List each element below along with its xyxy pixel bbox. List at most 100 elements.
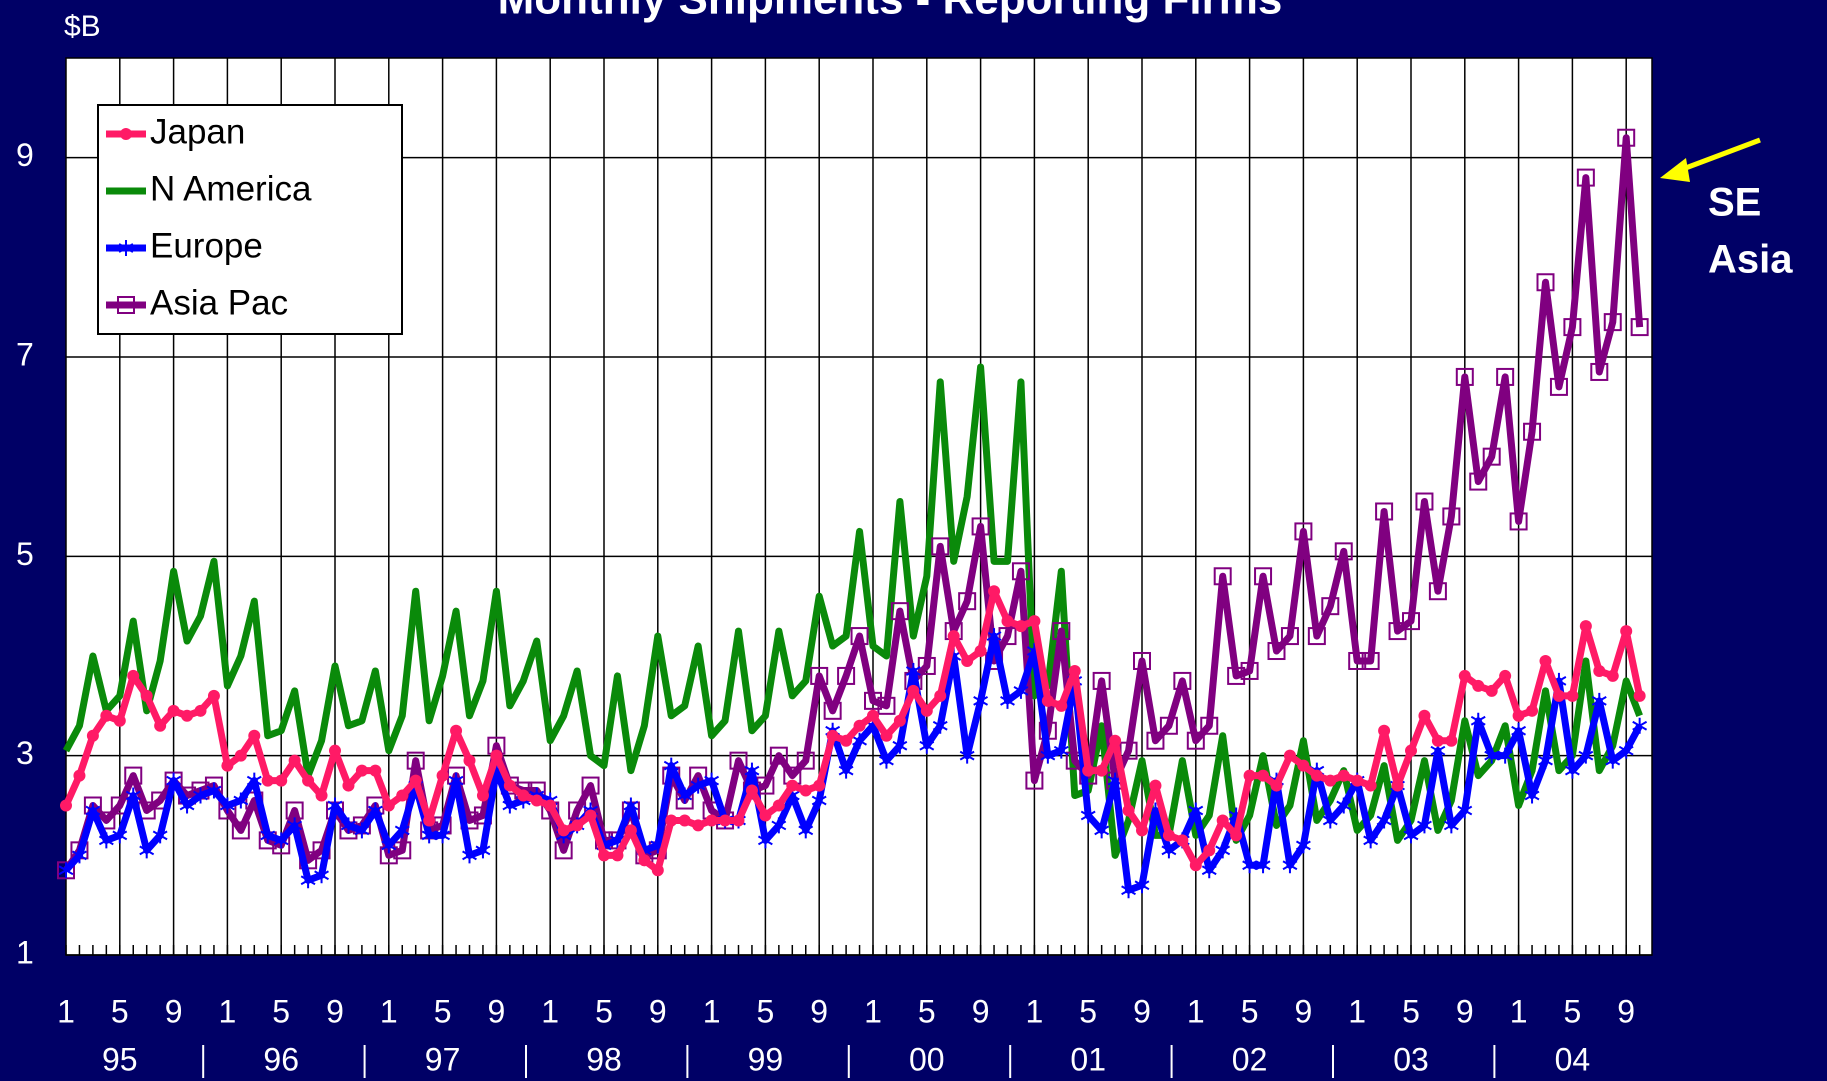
marker bbox=[557, 824, 570, 837]
marker bbox=[1122, 804, 1135, 817]
marker bbox=[1405, 744, 1417, 757]
marker bbox=[864, 691, 882, 710]
x-tick-label: 9 bbox=[1295, 993, 1313, 1029]
marker bbox=[692, 819, 705, 832]
marker bbox=[850, 627, 869, 646]
marker bbox=[1041, 694, 1054, 707]
marker bbox=[1402, 612, 1420, 631]
marker bbox=[1630, 318, 1649, 337]
y-tick-label: 5 bbox=[16, 536, 34, 572]
year-label: 01 bbox=[1070, 1041, 1106, 1077]
marker bbox=[961, 654, 974, 667]
marker bbox=[139, 842, 155, 859]
marker bbox=[421, 827, 437, 844]
series bbox=[60, 585, 1646, 877]
marker bbox=[690, 777, 706, 794]
marker bbox=[1511, 722, 1527, 739]
x-tick-label: 1 bbox=[57, 993, 75, 1029]
marker bbox=[1254, 567, 1273, 586]
y-axis-label: $B bbox=[64, 10, 101, 43]
marker bbox=[117, 296, 135, 314]
legend: Japan N America Europe Asia Pac bbox=[97, 104, 403, 335]
year-label: 00 bbox=[909, 1041, 945, 1077]
marker bbox=[1095, 764, 1108, 777]
marker bbox=[1161, 842, 1177, 859]
marker bbox=[988, 585, 1001, 598]
marker bbox=[1280, 627, 1299, 646]
marker bbox=[786, 779, 799, 792]
marker bbox=[880, 729, 893, 742]
marker bbox=[1484, 747, 1500, 764]
x-tick-label: 1 bbox=[864, 993, 882, 1029]
marker bbox=[581, 776, 600, 795]
marker bbox=[1107, 772, 1123, 789]
marker bbox=[1294, 522, 1313, 541]
marker bbox=[1336, 797, 1352, 814]
marker bbox=[60, 799, 72, 812]
marker bbox=[623, 797, 639, 814]
marker bbox=[1497, 747, 1513, 764]
year-label: 97 bbox=[425, 1041, 461, 1077]
marker bbox=[958, 592, 977, 611]
marker bbox=[1551, 672, 1567, 689]
marker bbox=[1617, 128, 1636, 147]
marker bbox=[744, 762, 760, 779]
marker bbox=[207, 689, 220, 702]
marker bbox=[917, 656, 936, 675]
marker bbox=[998, 627, 1017, 646]
marker bbox=[892, 737, 908, 754]
marker bbox=[1149, 779, 1162, 792]
marker bbox=[1324, 774, 1337, 787]
x-tick-label: 5 bbox=[1241, 993, 1259, 1029]
marker bbox=[72, 847, 87, 864]
marker bbox=[219, 797, 235, 814]
marker bbox=[1230, 829, 1243, 842]
marker bbox=[1146, 731, 1165, 750]
marker bbox=[1337, 769, 1350, 782]
year-label: 98 bbox=[586, 1041, 622, 1077]
marker bbox=[907, 684, 920, 697]
marker bbox=[624, 824, 637, 837]
marker bbox=[879, 752, 894, 769]
marker bbox=[1282, 857, 1298, 874]
marker bbox=[1121, 882, 1136, 899]
marker bbox=[234, 749, 247, 762]
x-tick-label: 5 bbox=[1564, 993, 1582, 1029]
marker bbox=[867, 709, 879, 722]
marker bbox=[1539, 654, 1552, 667]
x-tick-label: 5 bbox=[1079, 993, 1097, 1029]
marker bbox=[1361, 651, 1380, 670]
marker bbox=[813, 779, 826, 792]
marker bbox=[300, 872, 316, 889]
marker bbox=[931, 537, 950, 556]
y-tick-label: 9 bbox=[16, 137, 34, 173]
marker bbox=[1240, 661, 1259, 680]
marker bbox=[273, 832, 289, 849]
marker bbox=[1618, 742, 1634, 759]
marker bbox=[1134, 877, 1150, 894]
marker bbox=[167, 704, 180, 717]
marker bbox=[919, 737, 935, 754]
marker bbox=[611, 849, 624, 862]
x-tick-label: 9 bbox=[810, 993, 828, 1029]
y-tick-label: 3 bbox=[16, 735, 34, 771]
marker bbox=[932, 717, 948, 734]
annotation-arrowhead bbox=[1660, 158, 1690, 182]
marker bbox=[1403, 827, 1419, 844]
marker bbox=[1526, 704, 1539, 717]
marker bbox=[1351, 774, 1364, 787]
marker bbox=[810, 666, 829, 685]
legend-label: Japan bbox=[150, 112, 245, 151]
marker bbox=[409, 774, 422, 787]
marker bbox=[1200, 716, 1219, 735]
year-label: 02 bbox=[1232, 1041, 1268, 1077]
marker bbox=[798, 822, 814, 839]
marker bbox=[1216, 814, 1229, 827]
marker bbox=[382, 799, 395, 812]
marker bbox=[1552, 689, 1565, 702]
marker bbox=[342, 779, 355, 792]
marker bbox=[719, 814, 732, 827]
marker bbox=[1189, 859, 1202, 872]
marker bbox=[112, 827, 128, 844]
